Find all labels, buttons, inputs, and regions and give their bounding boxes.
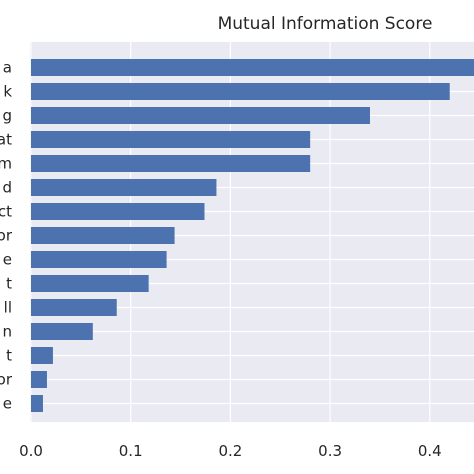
x-tick-label: 0.1 [119,442,143,460]
bar [31,131,311,148]
bar [31,83,450,100]
y-tick-label: or [0,371,13,389]
y-tick-label: a [3,59,12,77]
bar [31,203,205,220]
y-tick-label: m [0,155,12,173]
x-tick-label: 0.3 [318,442,342,460]
y-tick-label: t [6,275,12,293]
bar [31,275,149,292]
y-tick-label: k [3,83,12,101]
x-tick-labels: 0.0 0.1 0.2 0.3 0.4 [19,442,442,460]
x-tick-label: 0.0 [19,442,43,460]
y-tick-label: ll [4,299,12,317]
y-tick-label: ct [0,203,12,221]
bars [31,59,474,412]
bar [31,179,217,196]
y-tick-label: t [6,347,12,365]
bar [31,347,53,364]
y-tick-label: e [3,251,12,269]
bar [31,323,93,340]
y-tick-label: at [0,131,12,149]
bar [31,155,311,172]
y-tick-label: d [2,179,12,197]
bar [31,227,175,244]
y-tick-label: or [0,227,13,245]
x-tick-label: 0.4 [418,442,442,460]
y-tick-label: e [3,395,12,413]
bar [31,371,47,388]
y-tick-label: n [2,323,12,341]
bar [31,395,43,412]
x-tick-label: 0.2 [218,442,242,460]
bar [31,107,370,124]
y-tick-label: g [2,107,12,125]
chart-title: Mutual Information Score [218,14,433,34]
bar [31,59,474,76]
bar [31,251,167,268]
bar [31,299,117,316]
